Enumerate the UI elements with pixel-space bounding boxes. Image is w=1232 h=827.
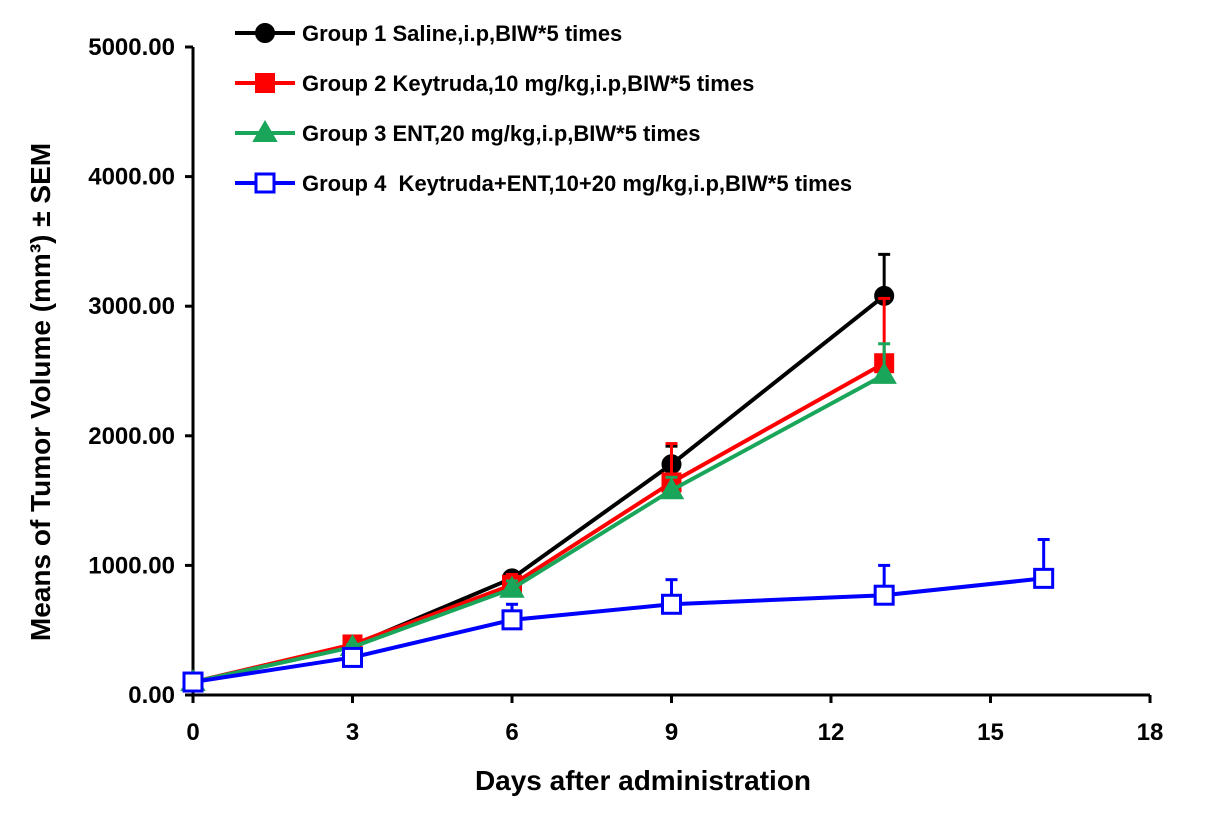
y-tick-label: 5000.00 (88, 34, 175, 61)
series-line (192, 361, 886, 684)
legend-label: Group 2 Keytruda,10 mg/kg,i.p,BIW*5 time… (302, 71, 754, 96)
y-tick-label: 3000.00 (88, 293, 175, 320)
series-2 (183, 296, 895, 693)
data-point (871, 361, 897, 384)
x-tick-label: 9 (665, 719, 678, 746)
data-point (873, 584, 895, 606)
data-point (1033, 567, 1055, 589)
series-1 (183, 252, 895, 693)
x-tick-label: 18 (1137, 719, 1164, 746)
series-line (192, 576, 1044, 685)
legend-label: Group 4 Keytruda+ENT,10+20 mg/kg,i.p,BIW… (302, 171, 852, 196)
x-tick-label: 0 (186, 719, 199, 746)
legend-marker (255, 73, 275, 93)
y-tick-label: 4000.00 (88, 164, 175, 191)
series-3 (180, 342, 897, 692)
x-tick-label: 6 (505, 719, 518, 746)
y-tick-label: 0.00 (128, 682, 175, 709)
legend-label: Group 3 ENT,20 mg/kg,i.p,BIW*5 times (302, 121, 701, 146)
series-layer (180, 252, 1055, 693)
legend-marker (254, 172, 276, 194)
data-point (501, 609, 523, 631)
legend-marker (255, 23, 275, 43)
legend-marker (252, 120, 278, 142)
data-point (182, 671, 204, 693)
axes: 0.00 1000.00 2000.00 3000.00 4000.00 5000.00 0… (88, 34, 1163, 746)
legend: Group 1 Saline,i.p,BIW*5 times Group 2 Ke… (235, 21, 852, 196)
legend-item-2: Group 2 Keytruda,10 mg/kg,i.p,BIW*5 time… (235, 71, 754, 96)
y-axis-title: Means of Tumor Volume (mm³) ± SEM (25, 143, 56, 641)
x-tick-label: 3 (346, 719, 359, 746)
legend-item-4: Group 4 Keytruda+ENT,10+20 mg/kg,i.p,BIW… (235, 171, 852, 196)
series-line (192, 294, 886, 684)
data-point (661, 593, 682, 615)
x-tick-label: 15 (977, 719, 1004, 746)
legend-item-3: Group 3 ENT,20 mg/kg,i.p,BIW*5 times (235, 120, 701, 146)
legend-item-1: Group 1 Saline,i.p,BIW*5 times (235, 21, 622, 46)
legend-label: Group 1 Saline,i.p,BIW*5 times (302, 21, 622, 46)
y-tick-label: 1000.00 (88, 552, 175, 579)
x-axis-title: Days after administration (475, 765, 811, 796)
series-4 (182, 537, 1055, 693)
x-tick-label: 12 (818, 719, 845, 746)
data-point (499, 575, 525, 598)
data-point (342, 646, 363, 668)
data-point (658, 477, 685, 500)
y-tick-label: 2000.00 (88, 423, 175, 450)
